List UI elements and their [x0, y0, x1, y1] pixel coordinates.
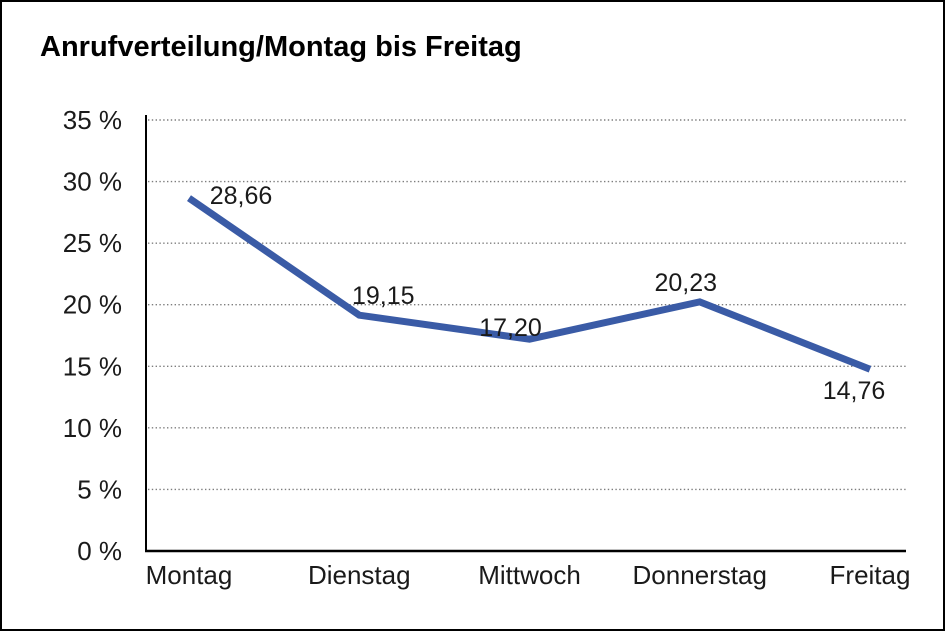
- data-point-label: 19,15: [352, 282, 415, 310]
- y-tick-label: 10 %: [63, 413, 122, 443]
- chart-title: Anrufverteilung/Montag bis Freitag: [40, 31, 522, 63]
- y-tick-label: 5 %: [77, 474, 122, 504]
- x-category-label: Montag: [146, 560, 233, 590]
- y-tick-label: 30 %: [63, 167, 122, 197]
- y-tick-label: 25 %: [63, 228, 122, 258]
- x-category-label: Dienstag: [308, 560, 411, 590]
- x-category-label: Freitag: [830, 560, 911, 590]
- y-tick-label: 35 %: [63, 105, 122, 135]
- data-point-label: 28,66: [210, 182, 273, 210]
- data-point-label: 17,20: [479, 314, 542, 342]
- x-category-label: Mittwoch: [478, 560, 581, 590]
- data-series-line: [187, 195, 872, 373]
- data-point-label: 20,23: [654, 269, 717, 297]
- y-tick-label: 0 %: [77, 536, 122, 566]
- y-tick-label: 15 %: [63, 351, 122, 381]
- x-category-label: Donnerstag: [633, 560, 767, 590]
- data-point-label: 14,76: [823, 377, 886, 405]
- y-tick-label: 20 %: [63, 290, 122, 320]
